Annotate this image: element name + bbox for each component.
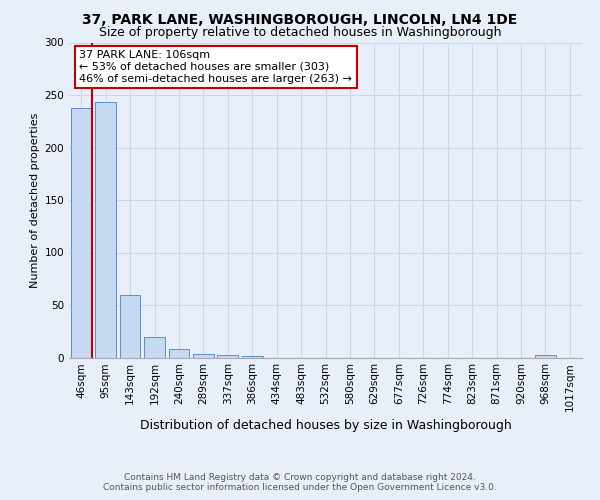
Bar (193, 354, 214, 358)
Bar (242, 356, 263, 358)
Text: 37 PARK LANE: 106sqm
← 53% of detached houses are smaller (303)
46% of semi-deta: 37 PARK LANE: 106sqm ← 53% of detached h… (79, 50, 352, 84)
Bar (144, 336, 165, 357)
Bar (119, 294, 140, 358)
Bar (535, 356, 556, 358)
Bar (169, 349, 190, 358)
Bar (95, 102, 116, 358)
X-axis label: Distribution of detached houses by size in Washingborough: Distribution of detached houses by size … (140, 420, 511, 432)
Text: Contains HM Land Registry data © Crown copyright and database right 2024.
Contai: Contains HM Land Registry data © Crown c… (103, 473, 497, 492)
Bar (71, 108, 92, 358)
Bar (217, 356, 238, 358)
Text: Size of property relative to detached houses in Washingborough: Size of property relative to detached ho… (99, 26, 501, 39)
Text: 37, PARK LANE, WASHINGBOROUGH, LINCOLN, LN4 1DE: 37, PARK LANE, WASHINGBOROUGH, LINCOLN, … (82, 12, 518, 26)
Y-axis label: Number of detached properties: Number of detached properties (30, 112, 40, 288)
